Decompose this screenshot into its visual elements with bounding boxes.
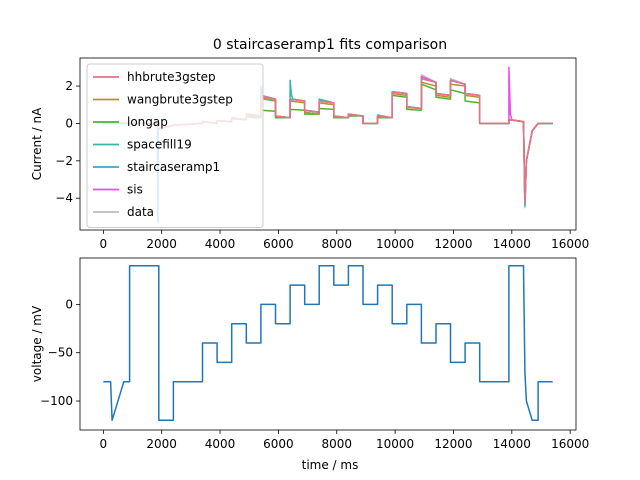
bottom-y-axis-label: voltage / mV (30, 305, 44, 382)
legend-label: hhbrute3gstep (127, 70, 216, 84)
x-tick-label: 10000 (376, 437, 414, 451)
y-tick-label: −4 (55, 191, 73, 205)
x-tick-label: 12000 (434, 437, 472, 451)
bottom-x-axis-label: time / ms (302, 458, 359, 472)
voltage-series-line (103, 264, 553, 422)
legend-label: wangbrute3gstep (127, 93, 233, 107)
x-tick-label: 14000 (493, 437, 531, 451)
y-tick-label: 0 (65, 116, 73, 130)
x-tick-label: 14000 (493, 237, 531, 251)
x-tick-label: 16000 (551, 237, 589, 251)
legend: hhbrute3gstep wangbrute3gstep longap spacef… (86, 63, 264, 228)
x-tick-label: 2000 (146, 437, 177, 451)
x-tick-label: 4000 (205, 437, 236, 451)
legend-label: sis (127, 183, 143, 197)
x-tick-label: 6000 (263, 237, 294, 251)
y-tick-label: −50 (48, 346, 73, 360)
x-tick-label: 16000 (551, 437, 589, 451)
x-tick-label: 0 (100, 437, 108, 451)
y-tick-label: 2 (65, 79, 73, 93)
y-tick-label: 0 (65, 297, 73, 311)
legend-label: staircaseramp1 (127, 160, 220, 174)
axes-frame (79, 57, 577, 231)
x-tick-label: 12000 (434, 237, 472, 251)
x-tick-label: 8000 (321, 437, 352, 451)
legend-label: longap (127, 115, 168, 129)
x-tick-label: 8000 (321, 237, 352, 251)
voltage-panel: 0 2000 4000 6000 8000 10000 12000 14000 16000 −10… (40, 257, 589, 451)
axes-frame (79, 257, 577, 431)
y-tick-label: −2 (55, 154, 73, 168)
legend-label: data (127, 205, 154, 219)
x-tick-label: 6000 (263, 437, 294, 451)
y-tick-label: −100 (40, 394, 73, 408)
x-tick-label: 10000 (376, 237, 414, 251)
chart-title: 0 staircaseramp1 fits comparison (213, 37, 447, 53)
x-tick-label: 0 (100, 237, 108, 251)
legend-label: spacefill19 (127, 138, 192, 152)
top-y-axis-label: Current / nA (30, 107, 44, 180)
x-tick-label: 2000 (146, 237, 177, 251)
x-tick-label: 4000 (205, 237, 236, 251)
current-panel: 0 2000 4000 6000 8000 10000 12000 14000 16000 −4 −… (55, 57, 589, 251)
